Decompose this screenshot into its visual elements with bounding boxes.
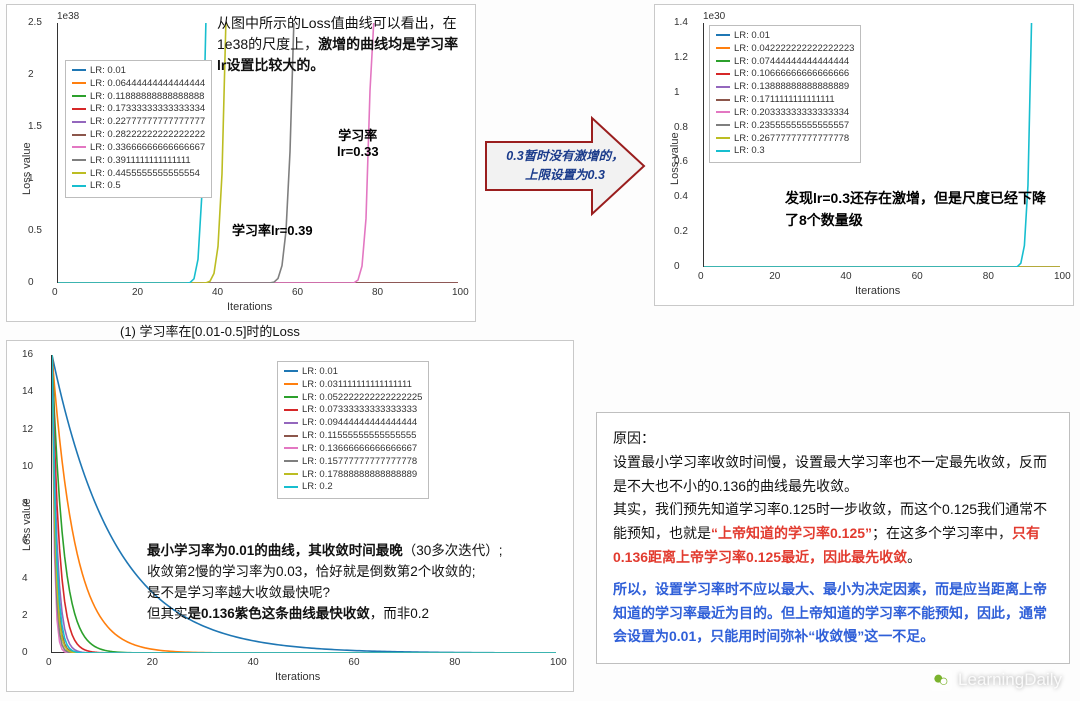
chart2-box: 1e30 Loss value 02040608010000.20.40.60.… <box>654 4 1074 306</box>
legend-item: LR: 0.3 <box>716 145 854 158</box>
legend-item: LR: 0.15777777777777778 <box>284 456 422 469</box>
legend-item: LR: 0.06444444444444444 <box>72 78 205 91</box>
legend-item: LR: 0.5 <box>72 180 205 193</box>
chart3-annot: 最小学习率为0.01的曲线，其收敛时间最晚（30多次迭代）;收敛第2慢的学习率为… <box>147 541 567 625</box>
legend-item: LR: 0.26777777777777778 <box>716 133 854 146</box>
chart1-annot-top-text: 从图中所示的Loss值曲线可以看出，在1e38的尺度上，激增的曲线均是学习率lr… <box>217 15 458 73</box>
legend-item: LR: 0.01 <box>284 366 422 379</box>
legend-item: LR: 0.17333333333333334 <box>72 103 205 116</box>
reason-textblock: 原因： 设置最小学习率收敛时间慢，设置最大学习率也不一定最先收敛，反而是不大也不… <box>596 412 1070 664</box>
legend-item: LR: 0.33666666666666667 <box>72 142 205 155</box>
legend-item: LR: 0.031111111111111111 <box>284 379 422 392</box>
reason-p2: 其实，我们预先知道学习率0.125时一步收敛，而这个0.125我们通常不能预知，… <box>613 498 1053 569</box>
legend-item: LR: 0.3911111111111111 <box>72 155 205 168</box>
legend-item: LR: 0.28222222222222222 <box>72 129 205 142</box>
reason-label: 原因： <box>613 427 1053 451</box>
legend-item: LR: 0.20333333333333334 <box>716 107 854 120</box>
chart2-legend: LR: 0.01LR: 0.042222222222222223LR: 0.07… <box>709 25 861 163</box>
reason-p1: 设置最小学习率收敛时间慢，设置最大学习率也不一定最先收敛，反而是不大也不小的0.… <box>613 451 1053 499</box>
chart2-xlabel: Iterations <box>855 285 900 297</box>
reason-p2c: 。 <box>907 549 921 565</box>
legend-item: LR: 0.17888888888888889 <box>284 469 422 482</box>
arrow-line2: 上限设置为0.3 <box>525 168 605 182</box>
legend-item: LR: 0.07444444444444444 <box>716 56 854 69</box>
watermark-text: LearningDaily <box>958 670 1062 690</box>
legend-item: LR: 0.2 <box>284 481 422 494</box>
arrow-line1: 0.3暂时没有激增的， <box>506 149 623 163</box>
chart2-sci: 1e30 <box>703 11 725 22</box>
chart1-annot-lr2: 学习率lr=0.39 <box>232 220 313 239</box>
chart1-xlabel: Iterations <box>227 301 272 313</box>
chart2-annot: 发现lr=0.3还存在激增，但是尺度已经下降了8个数量级 <box>785 187 1055 232</box>
legend-item: LR: 0.07333333333333333 <box>284 404 422 417</box>
watermark: LearningDaily <box>930 669 1062 691</box>
chart1-box: 1e38 Loss value 02040608010000.511.522.5… <box>6 4 476 322</box>
chart3-xlabel: Iterations <box>275 671 320 683</box>
legend-item: LR: 0.10666666666666666 <box>716 68 854 81</box>
chart3-legend: LR: 0.01LR: 0.031111111111111111LR: 0.05… <box>277 361 429 499</box>
legend-item: LR: 0.01 <box>72 65 205 78</box>
arrow: 0.3暂时没有激增的， 上限设置为0.3 <box>482 112 648 220</box>
wechat-icon <box>930 669 952 691</box>
legend-item: LR: 0.11888888888888888 <box>72 91 205 104</box>
legend-item: LR: 0.09444444444444444 <box>284 417 422 430</box>
chart1-legend: LR: 0.01LR: 0.06444444444444444LR: 0.118… <box>65 60 212 198</box>
legend-item: LR: 0.13666666666666667 <box>284 443 422 456</box>
chart1-ylabel: Loss value <box>21 142 33 195</box>
chart3-box: Loss value 0204060801000246810121416 Ite… <box>6 340 574 692</box>
chart1-sci: 1e38 <box>57 11 79 22</box>
legend-item: LR: 0.042222222222222223 <box>716 43 854 56</box>
legend-item: LR: 0.23555555555555557 <box>716 120 854 133</box>
legend-item: LR: 0.13888888888888889 <box>716 81 854 94</box>
reason-p2-red: “上帝知道的学习率0.125” <box>711 525 872 541</box>
legend-item: LR: 0.4455555555555554 <box>72 168 205 181</box>
legend-item: LR: 0.22777777777777777 <box>72 116 205 129</box>
legend-item: LR: 0.052222222222222225 <box>284 392 422 405</box>
legend-item: LR: 0.01 <box>716 30 854 43</box>
legend-item: LR: 0.11555555555555555 <box>284 430 422 443</box>
legend-item: LR: 0.1711111111111111 <box>716 94 854 107</box>
reason-p2b: ；在这多个学习率中， <box>872 525 1012 541</box>
chart1-annot-lr1: 学习率 lr=0.33 <box>337 125 379 159</box>
reason-p3: 所以，设置学习率时不应以最大、最小为决定因素，而是应当距离上帝知道的学习率最近为… <box>613 578 1053 649</box>
arrow-text: 0.3暂时没有激增的， 上限设置为0.3 <box>506 147 623 185</box>
chart1-annot-top: 从图中所示的Loss值曲线可以看出，在1e38的尺度上，激增的曲线均是学习率lr… <box>217 13 467 76</box>
